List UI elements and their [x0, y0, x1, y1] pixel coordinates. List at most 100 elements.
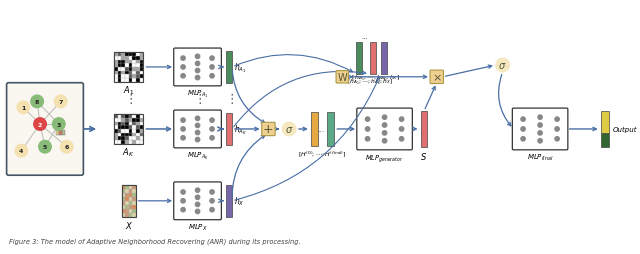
Bar	[121, 79, 125, 82]
Circle shape	[210, 208, 214, 212]
Bar	[136, 126, 140, 130]
Bar	[114, 75, 118, 79]
Bar	[125, 205, 129, 209]
Circle shape	[195, 138, 200, 142]
Circle shape	[181, 190, 185, 194]
Bar	[136, 137, 140, 140]
Bar	[140, 79, 143, 82]
Bar	[114, 60, 118, 64]
Text: 6: 6	[65, 145, 69, 150]
Circle shape	[383, 139, 387, 143]
Bar	[114, 133, 118, 137]
Text: ...: ...	[362, 34, 368, 40]
FancyBboxPatch shape	[6, 83, 83, 176]
Bar	[136, 53, 140, 57]
Bar	[59, 131, 61, 135]
Bar	[118, 53, 121, 57]
Circle shape	[181, 136, 185, 140]
Circle shape	[383, 116, 387, 120]
Bar	[129, 209, 132, 213]
Text: $MLP_{X}$: $MLP_{X}$	[188, 222, 207, 232]
Bar	[122, 209, 125, 213]
Bar	[114, 115, 143, 144]
Bar	[136, 140, 140, 144]
Bar	[121, 68, 125, 71]
FancyBboxPatch shape	[173, 182, 221, 220]
Bar	[132, 213, 136, 217]
Text: $\vdots$: $\vdots$	[225, 92, 234, 106]
Bar	[125, 57, 129, 60]
Circle shape	[282, 123, 296, 136]
Circle shape	[538, 123, 542, 128]
Circle shape	[181, 127, 185, 132]
Bar	[121, 57, 125, 60]
Text: 3: 3	[56, 122, 61, 127]
Bar	[118, 79, 121, 82]
Circle shape	[365, 127, 370, 132]
Bar	[132, 205, 136, 209]
Bar	[129, 137, 132, 140]
Circle shape	[521, 127, 525, 132]
Text: ...: ...	[317, 125, 324, 134]
Bar	[132, 209, 136, 213]
Bar	[125, 193, 129, 197]
Circle shape	[365, 137, 370, 141]
Bar	[121, 126, 125, 130]
Bar	[129, 193, 132, 197]
Bar	[129, 53, 132, 57]
Bar	[118, 140, 121, 144]
Bar	[129, 189, 132, 193]
Bar	[118, 68, 121, 71]
Bar	[114, 53, 143, 82]
Bar	[125, 133, 129, 137]
Bar	[122, 189, 125, 193]
Bar	[122, 185, 136, 217]
Text: Output: Output	[612, 126, 637, 133]
Circle shape	[195, 76, 200, 81]
Bar	[122, 213, 125, 217]
Circle shape	[496, 59, 509, 73]
Text: $\vdots$: $\vdots$	[193, 92, 202, 106]
Text: $[h_{A_1};\cdots;h_{A_K};h_X]$: $[h_{A_1};\cdots;h_{A_K};h_X]$	[348, 73, 400, 82]
Bar	[118, 133, 121, 137]
Bar	[121, 130, 125, 133]
Bar	[132, 189, 136, 193]
FancyBboxPatch shape	[357, 109, 412, 150]
Bar	[136, 133, 140, 137]
Bar	[132, 71, 136, 75]
Bar	[129, 64, 132, 68]
Bar	[114, 57, 118, 60]
Bar	[132, 60, 136, 64]
Bar	[129, 126, 132, 130]
Circle shape	[521, 137, 525, 141]
Bar	[114, 115, 118, 118]
Bar	[125, 79, 129, 82]
Text: $S$: $S$	[420, 150, 428, 161]
Bar	[132, 193, 136, 197]
Bar	[140, 133, 143, 137]
Circle shape	[181, 199, 185, 203]
Text: $\vdots$: $\vdots$	[124, 92, 133, 106]
Bar	[600, 133, 609, 147]
Bar	[114, 71, 118, 75]
Bar	[118, 57, 121, 60]
Bar	[132, 118, 136, 122]
Text: 8: 8	[35, 100, 39, 104]
Bar	[140, 126, 143, 130]
Bar	[132, 79, 136, 82]
Circle shape	[383, 131, 387, 136]
Bar	[136, 79, 140, 82]
Bar	[129, 57, 132, 60]
Bar	[122, 197, 125, 201]
Bar	[118, 122, 121, 126]
Bar	[140, 64, 143, 68]
Bar	[118, 60, 121, 64]
Bar	[129, 75, 132, 79]
Circle shape	[210, 66, 214, 70]
Text: $MLP_{A_K}$: $MLP_{A_K}$	[187, 151, 209, 162]
Circle shape	[181, 57, 185, 61]
Text: 4: 4	[19, 149, 24, 153]
Text: $\times$: $\times$	[432, 72, 442, 83]
Bar	[125, 115, 129, 118]
Bar	[129, 60, 132, 64]
